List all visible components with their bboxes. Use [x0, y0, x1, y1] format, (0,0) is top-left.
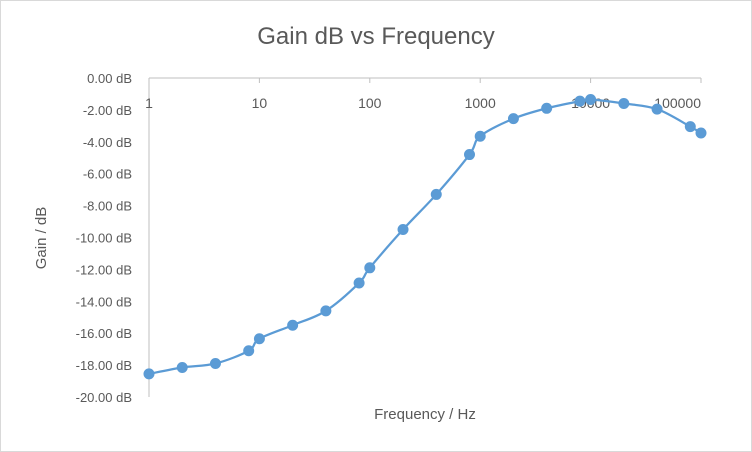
- x-tick-label: 10: [252, 95, 268, 111]
- data-point: [507, 113, 519, 125]
- data-point: [574, 95, 586, 107]
- y-tick-label: -18.00 dB: [76, 358, 132, 373]
- data-point: [364, 262, 376, 274]
- data-point: [464, 149, 476, 161]
- series-line: [148, 98, 702, 375]
- y-tick-label: -2.00 dB: [83, 103, 132, 118]
- y-tick-label: -14.00 dB: [76, 294, 132, 309]
- data-point: [430, 188, 442, 200]
- y-tick-label: 0.00 dB: [87, 71, 132, 86]
- data-point: [618, 98, 630, 110]
- data-point: [353, 277, 365, 289]
- y-tick-label: -8.00 dB: [83, 199, 132, 214]
- data-point: [176, 361, 188, 373]
- chart-title: Gain dB vs Frequency: [257, 23, 494, 50]
- x-axis-title: Frequency / Hz: [374, 406, 476, 423]
- data-point: [474, 130, 486, 142]
- data-point: [541, 102, 553, 114]
- y-tick-label: -12.00 dB: [76, 262, 132, 277]
- y-tick-label: -20.00 dB: [76, 390, 132, 405]
- data-point: [243, 345, 255, 357]
- axes: [148, 77, 701, 397]
- x-tick-label: 100: [358, 95, 382, 111]
- data-point: [143, 368, 155, 380]
- y-axis-ticks: 0.00 dB -2.00 dB -4.00 dB -6.00 dB -8.00 dB -…: [76, 71, 132, 405]
- data-point: [651, 103, 663, 115]
- x-tick-label: 1000: [465, 95, 496, 111]
- x-tick-label: 1: [145, 95, 153, 111]
- x-tick-label: 100000: [654, 95, 701, 111]
- y-tick-label: -4.00 dB: [83, 135, 132, 150]
- y-axis-title: Gain / dB: [33, 207, 50, 270]
- x-axis-ticks: 110100100010000100000: [145, 78, 702, 111]
- data-point: [397, 224, 409, 236]
- data-point: [684, 121, 696, 133]
- data-point: [320, 305, 332, 317]
- series-group: [143, 94, 707, 380]
- y-tick-label: -16.00 dB: [76, 326, 132, 341]
- y-tick-label: -10.00 dB: [76, 231, 132, 246]
- data-point: [585, 94, 597, 106]
- data-point: [287, 319, 299, 331]
- y-tick-label: -6.00 dB: [83, 167, 132, 182]
- data-point: [253, 333, 265, 345]
- data-point: [695, 127, 707, 139]
- data-point: [209, 358, 221, 370]
